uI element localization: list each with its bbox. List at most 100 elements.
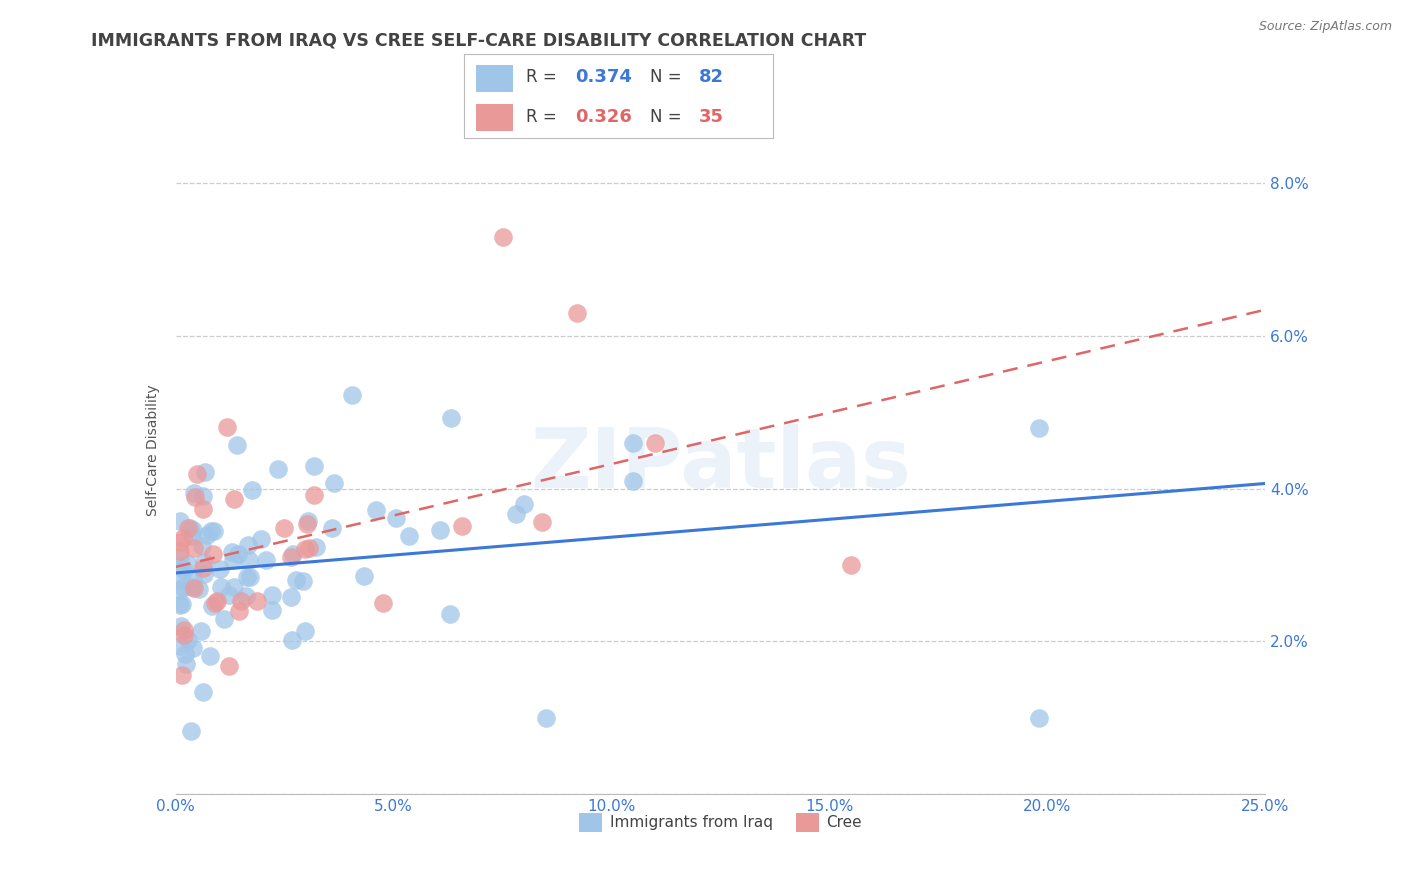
Point bbox=[183, 486, 205, 500]
Point bbox=[231, 593, 253, 607]
Point bbox=[183, 541, 205, 555]
Point bbox=[228, 604, 250, 618]
Point bbox=[179, 521, 201, 535]
Point bbox=[170, 573, 193, 587]
Point bbox=[226, 547, 249, 561]
Point bbox=[305, 541, 328, 555]
Point bbox=[841, 558, 863, 572]
Point bbox=[181, 571, 204, 585]
Point bbox=[513, 497, 536, 511]
Point bbox=[169, 543, 191, 558]
Point bbox=[644, 435, 666, 450]
Point bbox=[1028, 710, 1050, 724]
Point bbox=[621, 435, 644, 450]
Point bbox=[492, 229, 515, 244]
Point bbox=[302, 459, 325, 474]
Point bbox=[173, 624, 195, 638]
Point bbox=[180, 723, 202, 738]
Point bbox=[364, 503, 387, 517]
Point bbox=[246, 594, 269, 608]
Point bbox=[170, 597, 193, 611]
Point bbox=[176, 557, 198, 571]
Point bbox=[297, 514, 319, 528]
Point bbox=[235, 589, 257, 603]
Point bbox=[200, 599, 222, 613]
Point bbox=[181, 641, 204, 656]
Point bbox=[169, 639, 191, 653]
Point bbox=[224, 580, 246, 594]
Point bbox=[176, 632, 198, 647]
Point bbox=[184, 491, 207, 505]
Point bbox=[172, 531, 194, 545]
Point bbox=[194, 465, 217, 479]
Text: 0.326: 0.326 bbox=[575, 108, 633, 126]
Point bbox=[215, 419, 238, 434]
Point bbox=[534, 710, 557, 724]
Point bbox=[174, 647, 197, 661]
Point bbox=[429, 523, 451, 537]
Point bbox=[281, 547, 304, 561]
Point bbox=[209, 562, 232, 576]
Point bbox=[177, 521, 200, 535]
FancyBboxPatch shape bbox=[477, 104, 513, 131]
Point bbox=[321, 521, 343, 535]
Point bbox=[188, 582, 211, 597]
Point bbox=[201, 547, 224, 561]
Point bbox=[174, 657, 197, 672]
Point bbox=[531, 515, 554, 529]
Point bbox=[180, 529, 202, 543]
Point bbox=[207, 594, 229, 608]
Text: Source: ZipAtlas.com: Source: ZipAtlas.com bbox=[1258, 20, 1392, 33]
Point bbox=[260, 603, 283, 617]
Point bbox=[186, 467, 208, 481]
Y-axis label: Self-Care Disability: Self-Care Disability bbox=[146, 384, 160, 516]
Point bbox=[212, 612, 235, 626]
Text: 0.374: 0.374 bbox=[575, 69, 633, 87]
Point bbox=[169, 599, 191, 613]
Point bbox=[170, 618, 193, 632]
Point bbox=[172, 580, 194, 594]
Point bbox=[1028, 420, 1050, 434]
Point bbox=[200, 524, 222, 538]
Point bbox=[169, 535, 191, 549]
Point bbox=[191, 489, 214, 503]
Point bbox=[202, 524, 225, 538]
Text: N =: N = bbox=[650, 69, 686, 87]
Point bbox=[191, 561, 214, 575]
Point bbox=[218, 588, 240, 602]
Point bbox=[222, 553, 245, 567]
Point bbox=[385, 511, 408, 525]
Point bbox=[173, 628, 195, 642]
Point bbox=[180, 580, 202, 594]
Point bbox=[173, 563, 195, 577]
Point bbox=[280, 590, 302, 604]
Text: ZIPatlas: ZIPatlas bbox=[530, 424, 911, 505]
Point bbox=[565, 306, 588, 320]
Point bbox=[273, 520, 295, 534]
Legend: Immigrants from Iraq, Cree: Immigrants from Iraq, Cree bbox=[574, 807, 868, 838]
Point bbox=[169, 549, 191, 564]
Point bbox=[190, 539, 212, 553]
Point bbox=[439, 410, 461, 425]
Point bbox=[236, 570, 259, 584]
Point bbox=[209, 580, 232, 594]
Point bbox=[222, 492, 245, 507]
Point bbox=[302, 488, 325, 502]
Text: R =: R = bbox=[526, 108, 562, 126]
Point bbox=[193, 555, 215, 569]
Point bbox=[190, 624, 212, 639]
Point bbox=[373, 596, 395, 610]
Point bbox=[322, 476, 344, 491]
Point bbox=[204, 596, 226, 610]
Point bbox=[439, 607, 461, 621]
Point bbox=[193, 502, 215, 516]
Text: R =: R = bbox=[526, 69, 562, 87]
Point bbox=[218, 659, 240, 673]
Point bbox=[183, 581, 205, 595]
Point bbox=[195, 528, 218, 542]
Point bbox=[221, 545, 243, 559]
Point bbox=[193, 566, 215, 581]
Point bbox=[239, 570, 262, 584]
Point bbox=[267, 462, 290, 476]
Point bbox=[291, 574, 314, 589]
